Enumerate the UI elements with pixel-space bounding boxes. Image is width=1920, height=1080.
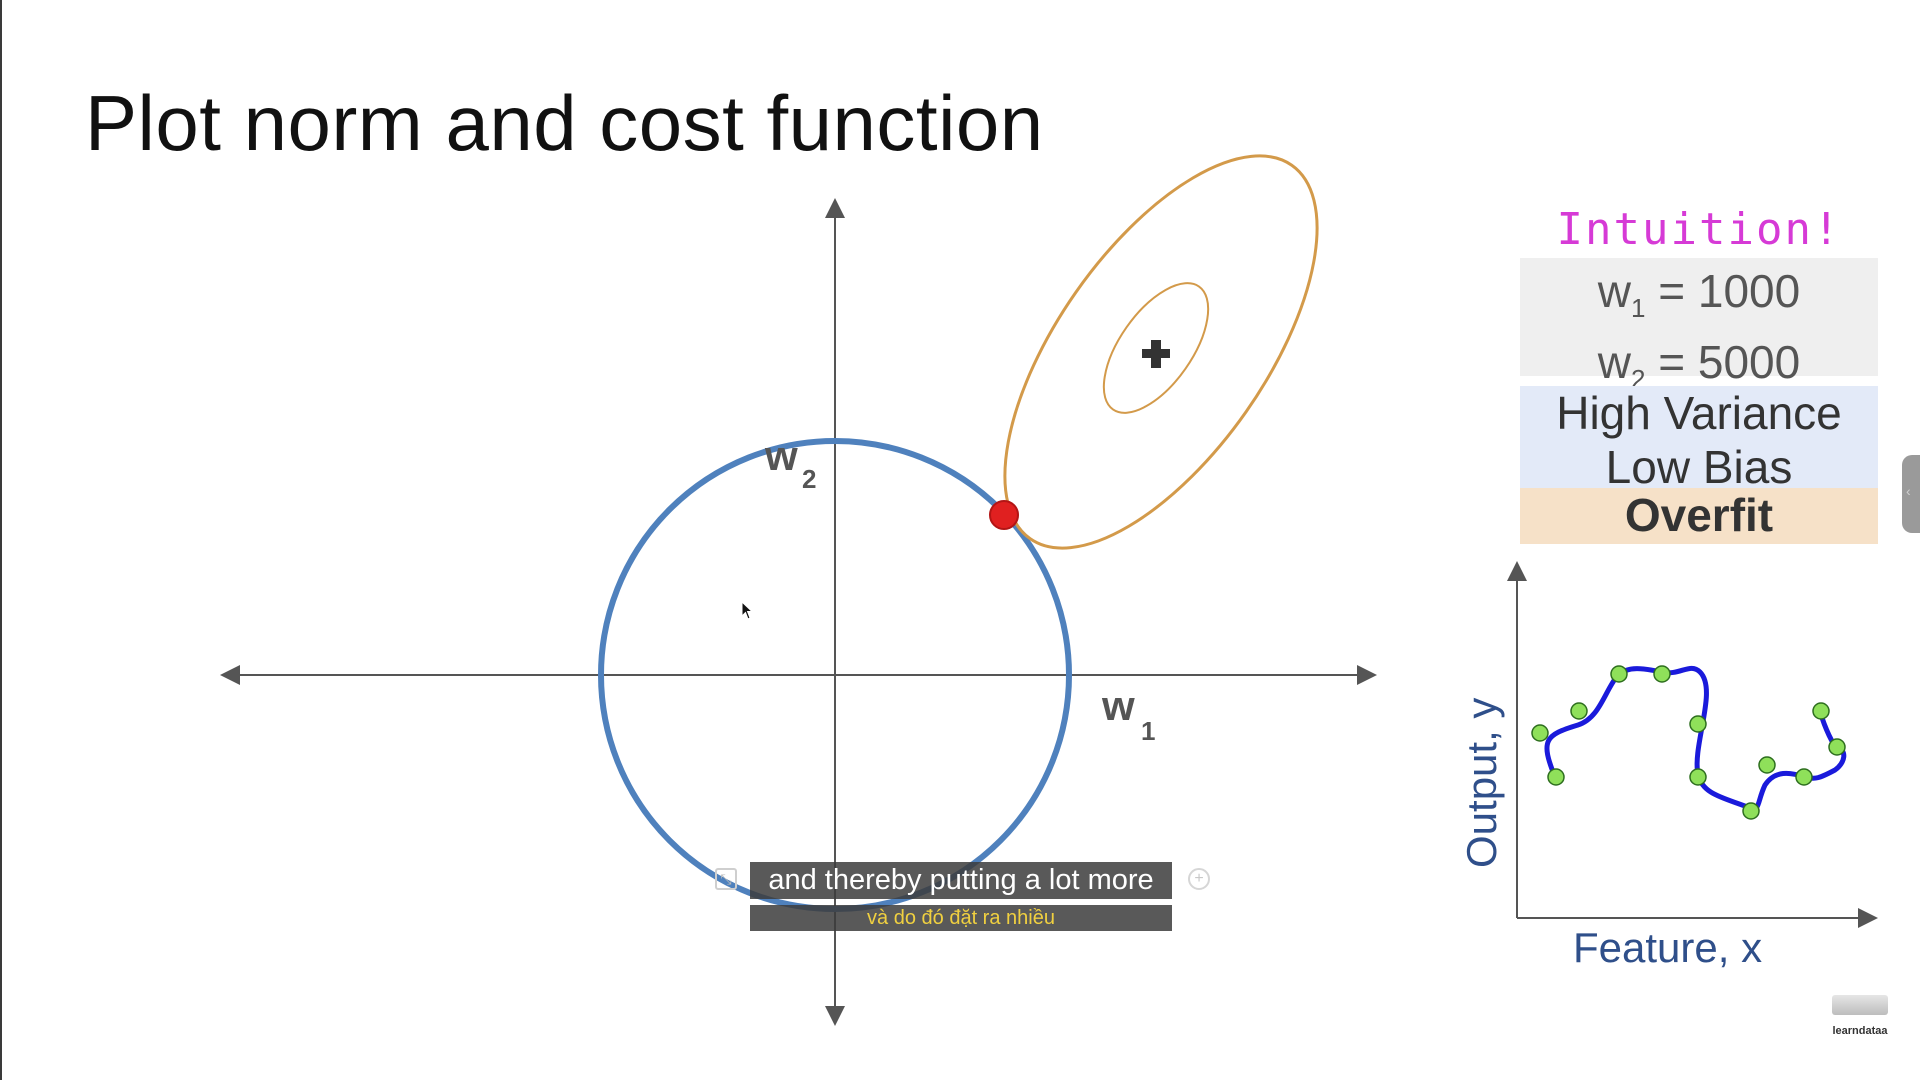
y-axis-subscript: 2	[802, 464, 816, 494]
bias-label: Low Bias	[1605, 441, 1793, 493]
data-point	[1689, 715, 1707, 733]
w1-subscript: 1	[1631, 293, 1646, 324]
x-axis-subscript: 1	[1141, 716, 1155, 746]
data-point	[1828, 738, 1846, 756]
plus-marker-icon	[1142, 340, 1170, 368]
subtitle-settings-icon[interactable]: ⤡	[715, 868, 737, 890]
data-point	[1610, 665, 1628, 683]
logo-text: learndataa	[1832, 1025, 1888, 1037]
side-panel-handle-icon[interactable]: ‹	[1902, 455, 1920, 533]
mini-y-label: Output, y	[1458, 698, 1505, 868]
w2-row: w2 = 5000	[1520, 335, 1878, 406]
add-caption-icon[interactable]: +	[1188, 868, 1210, 890]
mouse-cursor-icon	[741, 601, 754, 620]
variance-label: High Variance	[1556, 387, 1842, 439]
subtitle-english: and thereby putting a lot more	[750, 862, 1172, 899]
w1-label: w	[1597, 265, 1631, 317]
data-point	[1570, 702, 1588, 720]
data-point	[1689, 768, 1707, 786]
variance-bias-box: High Variance Low Bias	[1520, 386, 1878, 493]
mini-x-label: Feature, x	[1573, 924, 1762, 971]
w2-label: w	[1597, 336, 1631, 389]
data-point	[1758, 756, 1776, 774]
y-axis-label: w	[764, 432, 798, 479]
w2-value: = 5000	[1645, 336, 1801, 389]
x-axis-label: w	[1101, 682, 1135, 729]
overfit-label: Overfit	[1520, 488, 1878, 544]
data-point	[1812, 702, 1830, 720]
intersection-point	[989, 500, 1019, 530]
data-point	[1531, 724, 1549, 742]
data-point	[1653, 665, 1671, 683]
cost-contour-inner	[1102, 282, 1210, 414]
data-point	[1742, 802, 1760, 820]
data-point	[1795, 768, 1813, 786]
subtitle-vietnamese: và do đó đặt ra nhiều	[750, 905, 1172, 931]
weights-box: w1 = 1000 w2 = 5000	[1520, 258, 1878, 394]
slide-title: Plot norm and cost function	[85, 79, 1044, 167]
cost-contour-outer	[1003, 154, 1319, 550]
data-point	[1547, 768, 1565, 786]
w1-value: = 1000	[1645, 265, 1801, 317]
frame-border	[0, 0, 2, 1080]
w1-row: w1 = 1000	[1520, 264, 1878, 335]
data-points	[1531, 665, 1846, 820]
intuition-heading: Intuition!	[1556, 204, 1842, 255]
overfit-curve	[1544, 665, 1847, 812]
logo-image	[1832, 995, 1888, 1015]
channel-logo: learndataa	[1830, 995, 1890, 1037]
